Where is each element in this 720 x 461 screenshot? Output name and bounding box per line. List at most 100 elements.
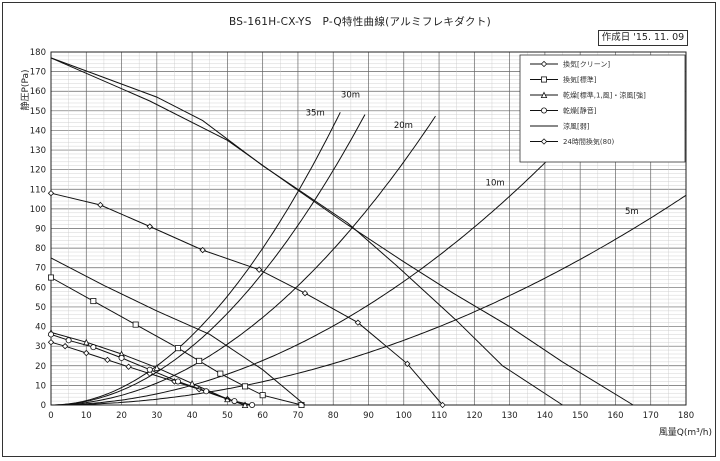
x-tick-label: 60 — [257, 411, 268, 421]
data-point — [540, 60, 548, 68]
data-point — [541, 107, 548, 114]
y-tick-label: 0 — [41, 401, 46, 411]
series-line — [50, 57, 563, 406]
data-point — [241, 401, 249, 409]
data-point — [354, 319, 362, 326]
data-point — [65, 337, 72, 344]
legend-box — [519, 54, 686, 163]
x-tick-label: 90 — [363, 411, 374, 421]
data-point — [47, 190, 55, 197]
duct-curve — [51, 114, 366, 406]
y-tick-label: 30 — [35, 342, 46, 352]
data-point — [174, 345, 181, 352]
series-line — [50, 277, 302, 406]
data-point — [255, 266, 263, 273]
data-point — [203, 388, 210, 395]
y-tick-label: 90 — [35, 225, 46, 235]
x-tick-label: 0 — [48, 411, 53, 421]
legend-item-label: 乾燥[標準,1,風]・涼風[強] — [563, 91, 646, 100]
x-tick-label: 150 — [572, 411, 588, 421]
legend-item-label: 乾燥[静音] — [563, 106, 597, 115]
legend-item-label: 24時間換気(80) — [563, 137, 615, 146]
duct-curve-label: 10m — [486, 179, 505, 189]
y-tick-label: 150 — [30, 107, 46, 117]
data-point — [146, 223, 153, 230]
data-point — [97, 201, 104, 209]
series-line — [50, 257, 306, 406]
y-tick-label: 60 — [35, 283, 46, 293]
y-tick-label: 120 — [30, 166, 46, 176]
x-tick-label: 10 — [81, 411, 92, 421]
duct-curve-label: 30m — [341, 90, 360, 100]
x-tick-label: 30 — [151, 411, 162, 421]
y-tick-label: 100 — [30, 205, 46, 215]
date-label: 作成日 '15. 11. 09 — [598, 30, 688, 46]
legend-item-label: 換気[クリーン] — [563, 60, 610, 69]
x-tick-label: 120 — [466, 411, 482, 421]
data-point — [90, 344, 97, 351]
data-point — [540, 138, 548, 145]
duct-curve — [51, 115, 436, 406]
duct-curve-label: 20m — [394, 121, 413, 131]
data-point — [439, 401, 446, 409]
data-point — [146, 366, 153, 373]
data-point — [242, 383, 249, 390]
x-tick-label: 70 — [293, 411, 304, 421]
data-point — [90, 298, 97, 305]
data-point — [125, 363, 132, 370]
x-tick-label: 50 — [222, 411, 233, 421]
chart-title: BS-161H-CX-YS P-Q特性曲線(アルミフレキダクト) — [228, 16, 492, 28]
x-tick-label: 140 — [537, 411, 553, 421]
duct-curve — [51, 194, 687, 406]
x-tick-label: 110 — [431, 411, 447, 421]
duct-curve-label: 35m — [306, 108, 325, 118]
data-point — [231, 398, 238, 405]
x-tick-label: 20 — [116, 411, 127, 421]
y-tick-label: 160 — [30, 87, 46, 97]
data-point — [541, 76, 548, 83]
data-point — [196, 357, 203, 364]
x-tick-label: 160 — [607, 411, 623, 421]
y-tick-label: 140 — [30, 126, 46, 136]
y-tick-label: 40 — [35, 323, 46, 333]
data-point — [153, 364, 161, 371]
x-tick-label: 180 — [678, 411, 694, 421]
y-tick-label: 180 — [30, 48, 46, 58]
x-tick-label: 100 — [396, 411, 412, 421]
legend-item-label: 換気[標準] — [563, 75, 597, 84]
duct-curve-label: 5m — [625, 207, 639, 217]
y-tick-label: 10 — [35, 381, 46, 391]
y-tick-label: 70 — [35, 264, 46, 274]
series-line — [50, 57, 634, 406]
y-tick-label: 110 — [30, 185, 46, 195]
data-point — [48, 274, 55, 281]
y-axis-label: 静圧P(Pa) — [19, 70, 31, 111]
x-tick-label: 170 — [643, 411, 659, 421]
axis-ticks: 0 10 20 30 40 50 60 70 80 90 100 110 120 130 140 150 160… — [30, 48, 694, 421]
data-point — [83, 349, 90, 357]
x-tick-label: 40 — [187, 411, 198, 421]
grid — [50, 51, 687, 406]
data-point — [48, 331, 55, 338]
data-point — [118, 354, 125, 361]
y-tick-label: 170 — [30, 68, 46, 78]
legend-item-label: 涼風[弱] — [563, 122, 590, 131]
duct-curve — [51, 111, 595, 406]
data-point — [217, 370, 224, 377]
y-tick-label: 50 — [35, 303, 46, 313]
data-point — [61, 343, 69, 350]
x-axis-label: 風量Q(m³/h) — [659, 427, 712, 438]
data-point — [104, 356, 111, 364]
data-point — [301, 290, 309, 297]
y-tick-label: 20 — [35, 362, 46, 372]
data-point — [259, 392, 266, 399]
data-point — [132, 321, 139, 328]
data-point — [540, 91, 548, 98]
data-point — [174, 378, 181, 385]
x-tick-label: 130 — [501, 411, 517, 421]
data-point — [199, 246, 206, 254]
y-tick-label: 80 — [35, 244, 46, 254]
data-point — [404, 360, 411, 367]
plot-area: 35m 30m 20m 10m 5m — [47, 57, 687, 409]
